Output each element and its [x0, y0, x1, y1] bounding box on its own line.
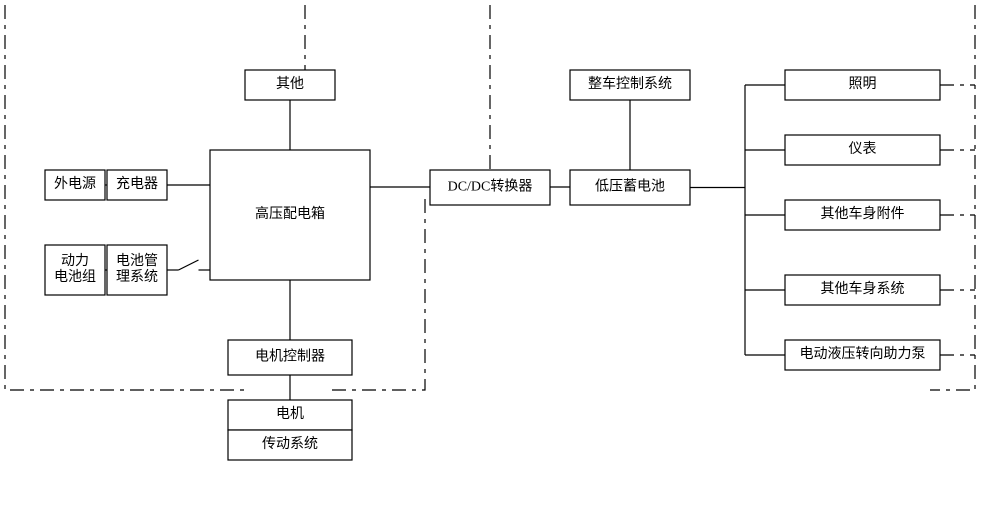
- bms-label-1: 理系统: [116, 269, 158, 285]
- ext_power-label: 外电源: [54, 176, 96, 192]
- hv_box-label: 高压配电箱: [255, 205, 325, 222]
- body_sys-label: 其他车身系统: [821, 280, 905, 297]
- power_pack-label-0: 动力: [61, 253, 89, 269]
- dcdc-label: DC/DC转换器: [448, 178, 533, 195]
- drivetrain-label: 传动系统: [262, 436, 318, 452]
- steer_pump-label: 电动液压转向助力泵: [800, 346, 926, 362]
- lv_batt-label: 低压蓄电池: [595, 179, 665, 195]
- lighting-label: 照明: [849, 77, 877, 92]
- frame-dash: [930, 5, 975, 390]
- motor_ctrl-label: 电机控制器: [255, 349, 325, 365]
- power_pack-label-1: 电池组: [54, 269, 96, 285]
- instrument-label: 仪表: [849, 141, 877, 157]
- other_hv-label: 其他: [276, 76, 304, 92]
- switch-blade: [179, 260, 199, 270]
- body_parts-label: 其他车身附件: [821, 205, 905, 222]
- bms-label-0: 电池管: [116, 253, 158, 269]
- vcu-label: 整车控制系统: [588, 75, 672, 92]
- charger-label: 充电器: [116, 176, 158, 192]
- motor-label: 电机: [276, 406, 304, 422]
